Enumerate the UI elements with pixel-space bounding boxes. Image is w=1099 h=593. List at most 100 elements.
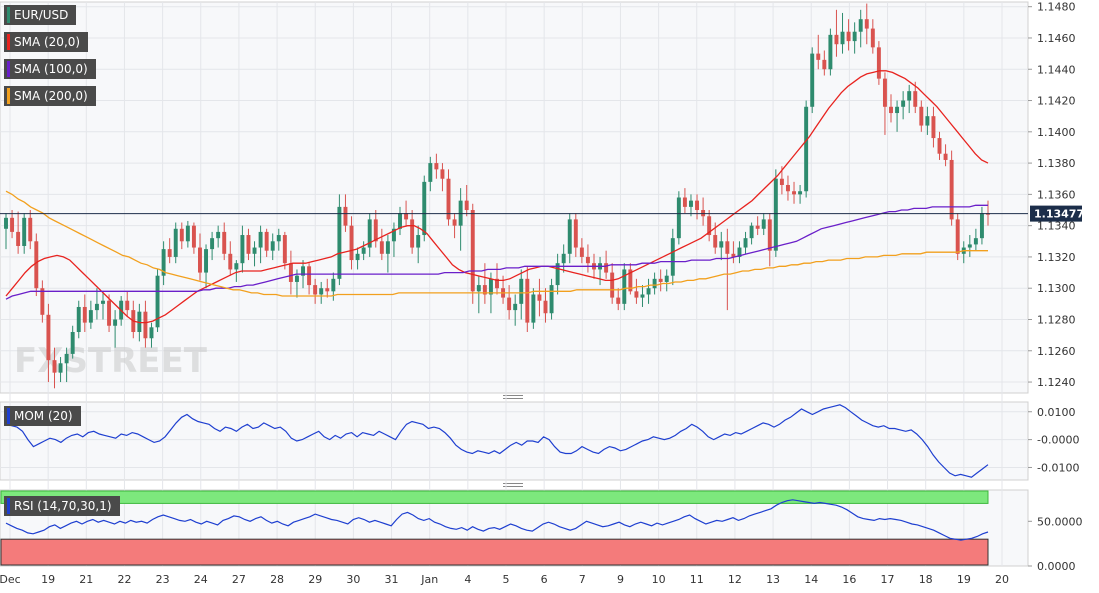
candle-body [422, 181, 427, 236]
legend-rsi[interactable]: RSI (14,70,30,1) [4, 496, 120, 516]
candle-body [40, 288, 45, 315]
candle-body [834, 34, 839, 45]
candle-body [652, 278, 657, 289]
candle-body [822, 59, 827, 70]
candle-body [319, 288, 324, 295]
candle-body [628, 269, 633, 292]
y-tick-label: 1.1420 [1037, 95, 1076, 108]
candle-body [270, 241, 275, 251]
x-tick-label: 11 [690, 573, 704, 586]
candle-body [761, 219, 766, 229]
candle-body [537, 294, 542, 301]
candle-body [913, 91, 918, 107]
candle-body [658, 278, 663, 282]
candle-body [361, 247, 366, 254]
candle-body [173, 228, 178, 257]
legend-sma100[interactable]: SMA (100,0) [4, 59, 96, 79]
candle-body [616, 297, 621, 304]
candle-body [525, 278, 530, 323]
x-tick-label: 10 [652, 573, 666, 586]
y-tick-label: 1.1380 [1037, 157, 1076, 170]
candle-body [955, 219, 960, 254]
panel-splitter-handle [503, 398, 523, 399]
candle-body [749, 225, 754, 239]
rsi-line [5, 499, 989, 541]
sma20-line [5, 70, 989, 324]
candle-body [719, 241, 724, 248]
candle-body [76, 306, 81, 333]
candle-body [567, 219, 572, 254]
candle-body [713, 235, 718, 248]
candle-body [258, 231, 263, 248]
candle-body [331, 278, 336, 292]
x-tick-label: Dec [0, 573, 21, 586]
sma200-line [5, 190, 988, 297]
candle-body [810, 53, 815, 107]
candle-body [143, 311, 148, 339]
y-tick-label: 1.1400 [1037, 126, 1076, 139]
candle-body [949, 159, 954, 220]
candle-body [234, 263, 239, 270]
legend-symbol[interactable]: EUR/USD [4, 5, 77, 25]
candle-body [816, 53, 821, 60]
candle-body [22, 217, 27, 246]
x-tick-label: 12 [728, 573, 742, 586]
candle-body [889, 106, 893, 114]
sma100-swatch [7, 61, 10, 77]
candle-body [70, 332, 75, 354]
sma200-swatch [7, 88, 10, 104]
candle-body [731, 253, 736, 257]
legend-sma20[interactable]: SMA (20,0) [4, 32, 89, 52]
candle-body [398, 213, 402, 229]
x-tick-label: 23 [156, 573, 170, 586]
y-tick-label: 1.1300 [1037, 282, 1076, 295]
legend-mom[interactable]: MOM (20) [4, 406, 81, 426]
y-tick-label: 1.1320 [1037, 251, 1076, 264]
candle-body [28, 217, 33, 242]
candle-body [737, 247, 742, 257]
candle-body [246, 235, 251, 254]
candle-body [785, 184, 790, 192]
x-tick-label: 27 [232, 573, 246, 586]
candle-body [476, 285, 481, 292]
momentum-panel [0, 401, 1029, 481]
candle-body [519, 278, 524, 304]
candle-body [664, 275, 669, 282]
candle-body [798, 191, 803, 195]
rsi-oversold-zone [0, 538, 989, 566]
candle-body [689, 200, 693, 207]
candle-body [895, 106, 900, 114]
candle-body [707, 216, 712, 236]
candle-body [228, 253, 233, 270]
candle-body [610, 272, 615, 298]
candle-body [561, 253, 566, 264]
candle-body [531, 294, 536, 323]
legend-sma200[interactable]: SMA (200,0) [4, 86, 96, 106]
candle-body [743, 238, 748, 248]
candle-body [646, 288, 651, 295]
candle-body [943, 153, 948, 160]
candle-body [870, 28, 875, 48]
candle-body [113, 319, 118, 326]
candle-body [4, 217, 8, 229]
legend-sma200-label: SMA (200,0) [14, 89, 88, 103]
candle-body [94, 303, 99, 311]
candle-body [634, 291, 639, 298]
candle-body [858, 19, 863, 32]
legend-sma20-label: SMA (20,0) [14, 35, 81, 49]
candle-body [349, 225, 354, 261]
candle-body [804, 106, 809, 192]
candle-body [882, 78, 887, 107]
candle-body [222, 231, 227, 254]
legend-rsi-label: RSI (14,70,30,1) [14, 499, 112, 513]
candle-body [264, 231, 269, 251]
momentum-line [5, 404, 989, 478]
candle-body [864, 19, 869, 29]
y-tick-label: 1.1240 [1037, 376, 1076, 389]
candle-body [416, 235, 421, 248]
candle-body [282, 235, 287, 264]
candle-body [828, 34, 833, 70]
candle-body [931, 116, 936, 139]
x-tick-label: 14 [804, 573, 818, 586]
